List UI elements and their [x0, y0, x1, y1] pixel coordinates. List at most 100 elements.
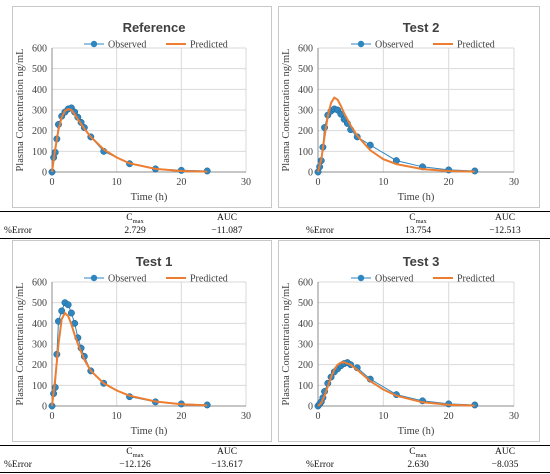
x-tick-label: 20 — [176, 177, 186, 188]
y-tick-label: 0 — [308, 402, 313, 413]
legend-label-observed: Observed — [375, 40, 413, 51]
x-tick-label: 30 — [241, 411, 251, 422]
auc-value-test-2: −12.513 — [489, 226, 521, 236]
row-label-3: %Error — [306, 460, 334, 470]
x-tick-label: 30 — [509, 411, 519, 422]
y-tick-label: 300 — [32, 106, 47, 117]
series-predicted — [51, 311, 208, 407]
cmax-c: C — [126, 447, 133, 457]
cmax-value-test-1: −12.126 — [119, 460, 151, 470]
chart-title: Test 2 — [403, 20, 440, 35]
x-tick-label: 20 — [176, 411, 186, 422]
series-predicted — [51, 107, 208, 173]
x-tick-label: 20 — [444, 177, 454, 188]
cmax-value-test-2: 13.754 — [404, 226, 432, 236]
legend-label-predicted: Predicted — [190, 40, 228, 51]
cmax-c: C — [409, 213, 416, 223]
y-tick-label: 600 — [32, 278, 47, 289]
data-point-observed — [58, 307, 66, 315]
x-tick-label: 10 — [378, 411, 388, 422]
legend-marker-observed — [357, 274, 365, 282]
x-tick-label: 0 — [316, 411, 321, 422]
x-axis-label: Time (h) — [398, 192, 435, 203]
y-tick-label: 600 — [298, 278, 313, 289]
y-tick-label: 200 — [298, 126, 313, 137]
error-table-top: Cmax AUC %Error 2.729 −11.087 Cmax AUC %… — [0, 211, 550, 239]
legend-label-predicted: Predicted — [457, 274, 495, 285]
legend-marker-observed — [90, 40, 98, 48]
row-label-1: %Error — [306, 226, 334, 236]
y-tick-label: 100 — [298, 381, 313, 392]
chart-title: Test 3 — [403, 254, 440, 269]
series-predicted — [317, 96, 475, 173]
legend-label-predicted: Predicted — [190, 274, 228, 285]
y-tick-label: 300 — [32, 340, 47, 351]
chart-panel-reference: Reference 0 100 200 300 400 500 600 0 10 20 30 Time … — [12, 6, 272, 208]
chart-border — [12, 240, 272, 442]
y-tick-label: 0 — [42, 402, 47, 413]
x-tick-label: 10 — [112, 177, 122, 188]
x-tick-label: 10 — [378, 177, 388, 188]
auc-header-1: AUC — [494, 213, 516, 223]
y-axis-label: Plasma Concentration ng/mL — [15, 48, 26, 171]
chart-panel-test-1: Test 1 0 100 200 300 400 500 600 0 10 20 30 Time (h)… — [12, 240, 272, 442]
auc-value-test-1: −13.617 — [211, 460, 243, 470]
legend: Observed Predicted — [351, 274, 495, 285]
y-tick-label: 100 — [32, 381, 47, 392]
x-tick-label: 0 — [50, 411, 55, 422]
legend-label-observed: Observed — [108, 274, 146, 285]
auc-header-3: AUC — [494, 447, 516, 457]
chart-test-1: Test 1 0 100 200 300 400 500 600 0 10 20 30 Time (h)… — [12, 240, 272, 442]
error-table-bottom: Cmax AUC %Error −12.126 −13.617 Cmax AUC… — [0, 445, 550, 473]
x-axis-label: Time (h) — [131, 192, 168, 203]
y-tick-label: 300 — [298, 340, 313, 351]
cmax-value-test-3: 2.630 — [407, 460, 429, 470]
cmax-value-reference: 2.729 — [124, 226, 146, 236]
legend-label-observed: Observed — [375, 274, 413, 285]
chart-border — [278, 6, 540, 208]
chart-test-3: Test 3 0 100 200 300 400 500 600 0 10 20 30 Time (h)… — [278, 240, 540, 442]
y-tick-label: 0 — [42, 168, 47, 179]
cmax-c: C — [409, 447, 416, 457]
cmax-sub: max — [132, 217, 144, 225]
x-tick-label: 30 — [241, 177, 251, 188]
chart-reference: Reference 0 100 200 300 400 500 600 0 10 20 30 Time … — [12, 6, 272, 208]
chart-title: Test 1 — [136, 254, 173, 269]
auc-value-reference: −11.087 — [211, 226, 243, 236]
y-tick-label: 300 — [298, 106, 313, 117]
cmax-c: C — [126, 213, 133, 223]
x-tick-label: 10 — [112, 411, 122, 422]
y-tick-label: 100 — [298, 147, 313, 158]
y-tick-label: 500 — [32, 298, 47, 309]
y-tick-label: 500 — [298, 298, 313, 309]
legend: Observed Predicted — [84, 40, 228, 51]
series-line-predicted — [51, 107, 208, 173]
series-line-predicted — [317, 361, 475, 407]
y-tick-label: 400 — [298, 85, 313, 96]
auc-header-0: AUC — [216, 213, 238, 223]
chart-test-2: Test 2 0 100 200 300 400 500 600 0 10 20 30 Time (h)… — [278, 6, 540, 208]
chart-border — [278, 240, 540, 442]
y-tick-label: 400 — [298, 319, 313, 330]
series-line-predicted — [317, 96, 475, 173]
x-tick-label: 0 — [50, 177, 55, 188]
y-tick-label: 200 — [32, 126, 47, 137]
auc-value-test-3: −8.035 — [491, 460, 519, 470]
legend-label-observed: Observed — [108, 40, 146, 51]
y-tick-label: 500 — [298, 64, 313, 75]
cmax-sub: max — [415, 451, 427, 459]
x-axis-label: Time (h) — [131, 426, 168, 437]
row-label-2: %Error — [4, 460, 32, 470]
x-tick-label: 30 — [509, 177, 519, 188]
y-tick-label: 500 — [32, 64, 47, 75]
x-tick-label: 0 — [316, 177, 321, 188]
chart-title: Reference — [123, 20, 186, 35]
chart-border — [12, 6, 272, 208]
cmax-header-2: Cmax — [126, 446, 144, 462]
legend: Observed Predicted — [84, 274, 228, 285]
cmax-sub: max — [415, 217, 427, 225]
y-tick-label: 600 — [32, 44, 47, 55]
series-predicted — [317, 361, 475, 407]
y-tick-label: 600 — [298, 44, 313, 55]
auc-header-2: AUC — [216, 447, 238, 457]
